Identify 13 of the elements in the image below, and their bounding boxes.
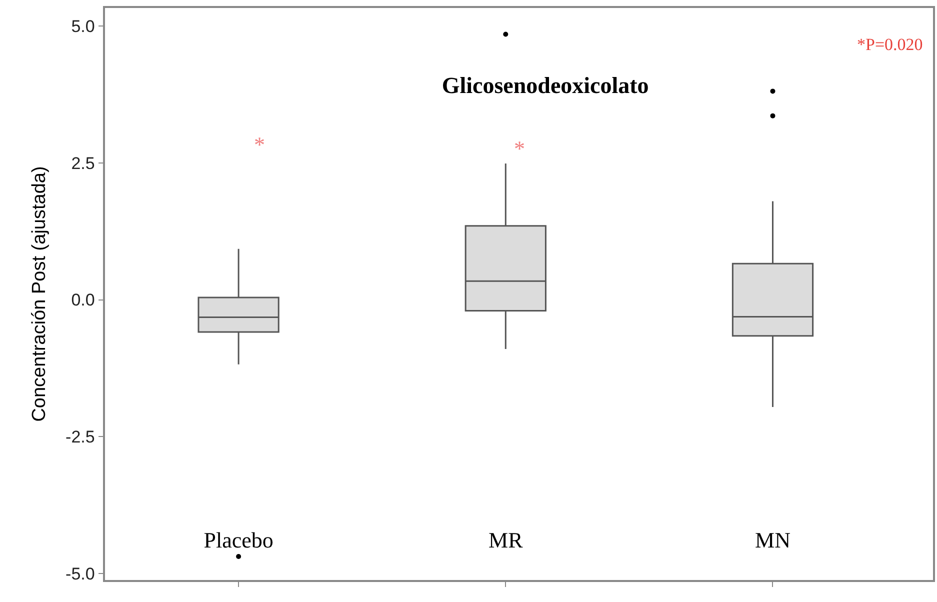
annotation: *P=0.020 <box>857 35 923 54</box>
text: Glicosenodeoxicolato <box>442 73 649 98</box>
y-tick-label: 2.5 <box>71 154 95 173</box>
y-tick-label: -5.0 <box>66 564 95 584</box>
x-tick-label: Placebo <box>204 527 274 552</box>
y-tick-label: 0.0 <box>71 290 95 310</box>
y-tick-label: 5.0 <box>71 17 95 36</box>
x-tick-label: MR <box>488 527 524 552</box>
y-axis-title: Concentración Post (ajustada) <box>28 166 50 422</box>
x-tick-label: MN <box>755 527 791 552</box>
y-tick-label: -2.5 <box>66 428 95 447</box>
annotation: * <box>514 136 525 161</box>
annotation: * <box>254 132 265 157</box>
